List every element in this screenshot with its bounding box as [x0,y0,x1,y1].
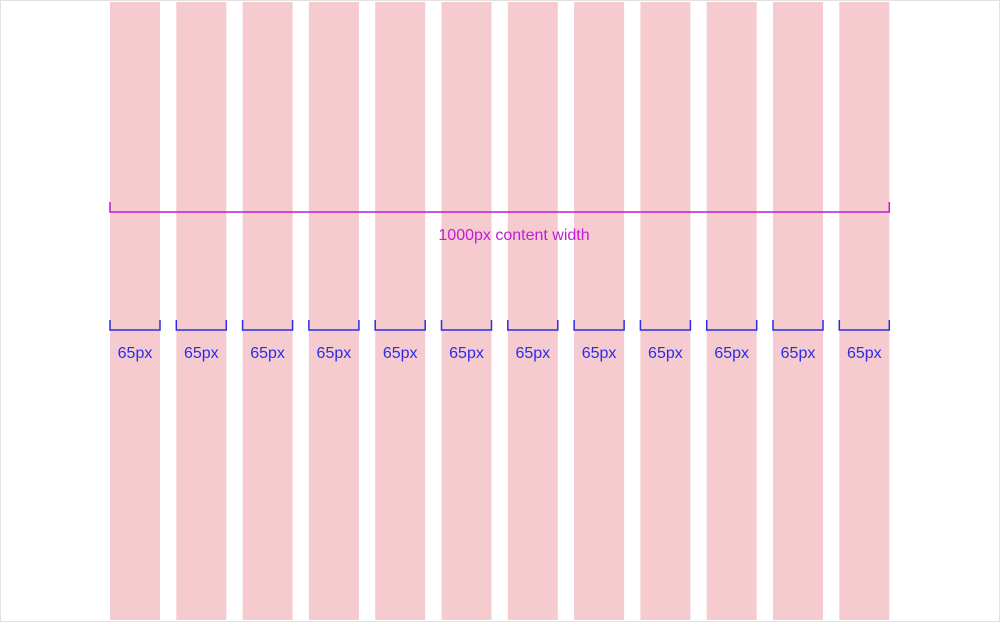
column-bracket [440,320,493,331]
column-bracket [175,320,228,331]
grid-column [308,2,359,620]
column-bracket [241,320,294,331]
column-width-label: 65px [714,345,749,362]
column-width-label: 65px [184,345,219,362]
column-bracket [573,320,625,331]
grid-column [507,2,558,620]
column-bracket [507,320,559,331]
grid-column [839,2,890,620]
column-bracket [639,320,692,331]
column-width-label: 65px [250,345,285,362]
column-bracket [772,320,824,331]
column-width-label: 65px [449,345,484,362]
content-width-label: 1000px content width [438,227,589,244]
grid-column [242,2,293,620]
grid-column [110,2,160,620]
grid-column [773,2,823,620]
grid-column [176,2,227,620]
column-width-label: 65px [582,345,617,362]
grid-column [441,2,492,620]
column-width-label: 65px [648,345,683,362]
column-width-label: 65px [118,345,153,362]
column-width-label: 65px [781,345,816,362]
grid-column [640,2,691,620]
grid-columns [110,2,890,620]
column-width-label: 65px [317,345,352,362]
grid-column [706,2,757,620]
grid-column [574,2,625,620]
column-bracket [109,320,161,331]
content-bracket-line [109,202,891,213]
column-bracket [374,320,426,331]
column-bracket [705,320,758,331]
column-width-label: 65px [847,345,882,362]
column-bracket [838,320,891,331]
column-width-brackets: 65px 65px 65px 65px 65px 65px 65px 65px 65px 65px… [109,320,891,362]
grid-column [375,2,426,620]
column-width-label: 65px [515,345,550,362]
column-bracket [308,320,360,331]
content-width-bracket [109,202,891,213]
column-width-label: 65px [383,345,418,362]
